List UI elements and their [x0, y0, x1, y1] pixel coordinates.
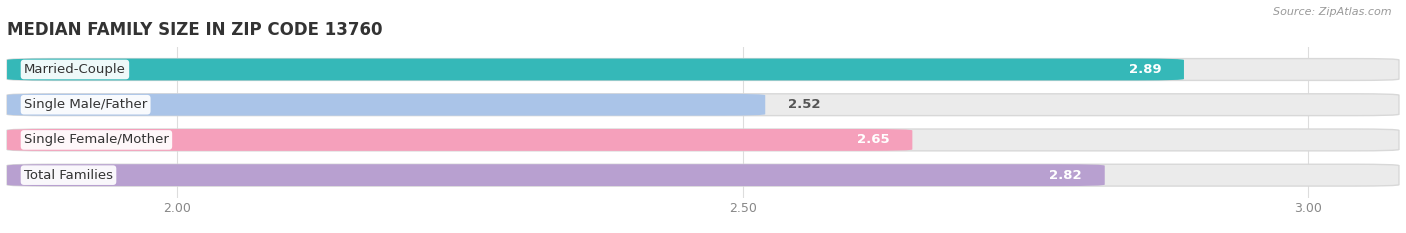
FancyBboxPatch shape [7, 164, 1105, 186]
Text: Single Male/Father: Single Male/Father [24, 98, 148, 111]
Text: MEDIAN FAMILY SIZE IN ZIP CODE 13760: MEDIAN FAMILY SIZE IN ZIP CODE 13760 [7, 21, 382, 39]
FancyBboxPatch shape [7, 94, 1399, 116]
Text: Married-Couple: Married-Couple [24, 63, 127, 76]
Text: Total Families: Total Families [24, 169, 112, 182]
FancyBboxPatch shape [7, 129, 1399, 151]
Text: 2.82: 2.82 [1049, 169, 1083, 182]
Text: 2.65: 2.65 [858, 134, 890, 146]
Text: 2.52: 2.52 [787, 98, 820, 111]
FancyBboxPatch shape [7, 58, 1399, 80]
Text: 2.89: 2.89 [1129, 63, 1161, 76]
Text: Source: ZipAtlas.com: Source: ZipAtlas.com [1274, 7, 1392, 17]
FancyBboxPatch shape [7, 94, 765, 116]
Text: Single Female/Mother: Single Female/Mother [24, 134, 169, 146]
FancyBboxPatch shape [7, 129, 912, 151]
FancyBboxPatch shape [7, 58, 1184, 80]
FancyBboxPatch shape [7, 164, 1399, 186]
